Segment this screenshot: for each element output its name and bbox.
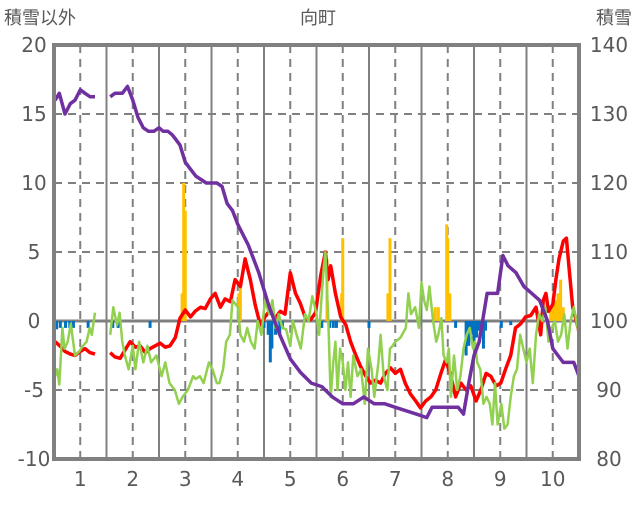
x-tick-label: 2: [126, 467, 139, 491]
right-tick-label: 100: [590, 309, 628, 333]
left-tick-label: 5: [28, 240, 41, 264]
chart-title: 向町: [300, 8, 336, 29]
left-tick-label: 20: [21, 33, 46, 57]
x-tick-label: 8: [441, 467, 454, 491]
blue-bar: [266, 321, 270, 335]
blue-bar: [367, 321, 371, 328]
right-tick-label: 120: [590, 171, 628, 195]
bars: [55, 183, 565, 363]
blue-bar: [71, 321, 75, 328]
right-tick-label: 80: [596, 447, 621, 471]
blue-bar: [278, 321, 282, 335]
purple-series-line: [53, 84, 581, 420]
orange-bar: [556, 293, 560, 321]
left-tick-label: -10: [18, 447, 51, 471]
right-tick-label: 140: [590, 33, 628, 57]
right-tick-label: 130: [590, 102, 628, 126]
orange-bar: [446, 238, 450, 321]
orange-bar: [386, 293, 390, 321]
right-tick-label: 110: [590, 240, 628, 264]
x-tick-label: 4: [231, 467, 244, 491]
blue-bar: [320, 321, 324, 328]
left-tick-label: 15: [21, 102, 46, 126]
left-axis-label: 積雪以外: [4, 8, 76, 29]
orange-bar: [551, 307, 555, 321]
blue-bar: [111, 321, 115, 328]
x-tick-label: 9: [494, 467, 507, 491]
right-axis-label: 積雪: [596, 8, 632, 29]
blue-bar: [475, 321, 479, 338]
left-tick-label: 0: [28, 309, 41, 333]
blue-bar: [484, 321, 488, 331]
blue-bar: [55, 321, 59, 330]
orange-bar: [238, 279, 242, 321]
blue-bar: [467, 321, 471, 346]
left-tick-label: 10: [21, 171, 46, 195]
tick-labels: 20 15 10 5 0 -5 -10 140 130 120 110 100 90 80 1 2 3 4 5 6 7 8…: [18, 33, 628, 491]
blue-bar: [481, 321, 485, 349]
blue-bar: [262, 321, 266, 328]
green-series-line: [53, 250, 581, 430]
blue-bar: [331, 321, 335, 328]
blue-bar: [472, 321, 476, 342]
left-tick-label: -5: [24, 378, 44, 402]
blue-bar: [454, 321, 458, 328]
blue-bar: [86, 321, 90, 328]
blue-bar: [270, 321, 274, 349]
orange-bar: [388, 238, 392, 321]
orange-bar: [448, 293, 452, 321]
plot-frame: [52, 43, 581, 461]
orange-bar: [433, 307, 437, 321]
gridlines: [54, 45, 579, 459]
x-tick-label: 7: [389, 467, 402, 491]
blue-bar: [509, 321, 513, 326]
blue-bar: [499, 321, 503, 328]
orange-bar: [180, 293, 184, 321]
blue-bar: [268, 321, 272, 363]
blue-bar: [469, 321, 473, 335]
blue-bar: [64, 321, 68, 328]
orange-bar: [183, 210, 187, 321]
orange-bar: [182, 183, 186, 321]
x-tick-label: 1: [74, 467, 87, 491]
x-tick-label: 10: [540, 467, 565, 491]
orange-bar: [559, 279, 563, 321]
series-lines: [53, 84, 581, 430]
x-tick-label: 6: [336, 467, 349, 491]
orange-bar: [436, 307, 440, 321]
blue-bar: [148, 321, 152, 328]
orange-bar: [553, 300, 557, 321]
right-tick-label: 90: [596, 378, 621, 402]
blue-bar: [477, 321, 481, 331]
x-tick-label: 3: [179, 467, 192, 491]
blue-bar: [334, 321, 338, 328]
blue-bar: [58, 321, 62, 328]
x-tick-label: 5: [284, 467, 297, 491]
orange-bar: [549, 307, 553, 321]
orange-bar: [341, 238, 345, 321]
